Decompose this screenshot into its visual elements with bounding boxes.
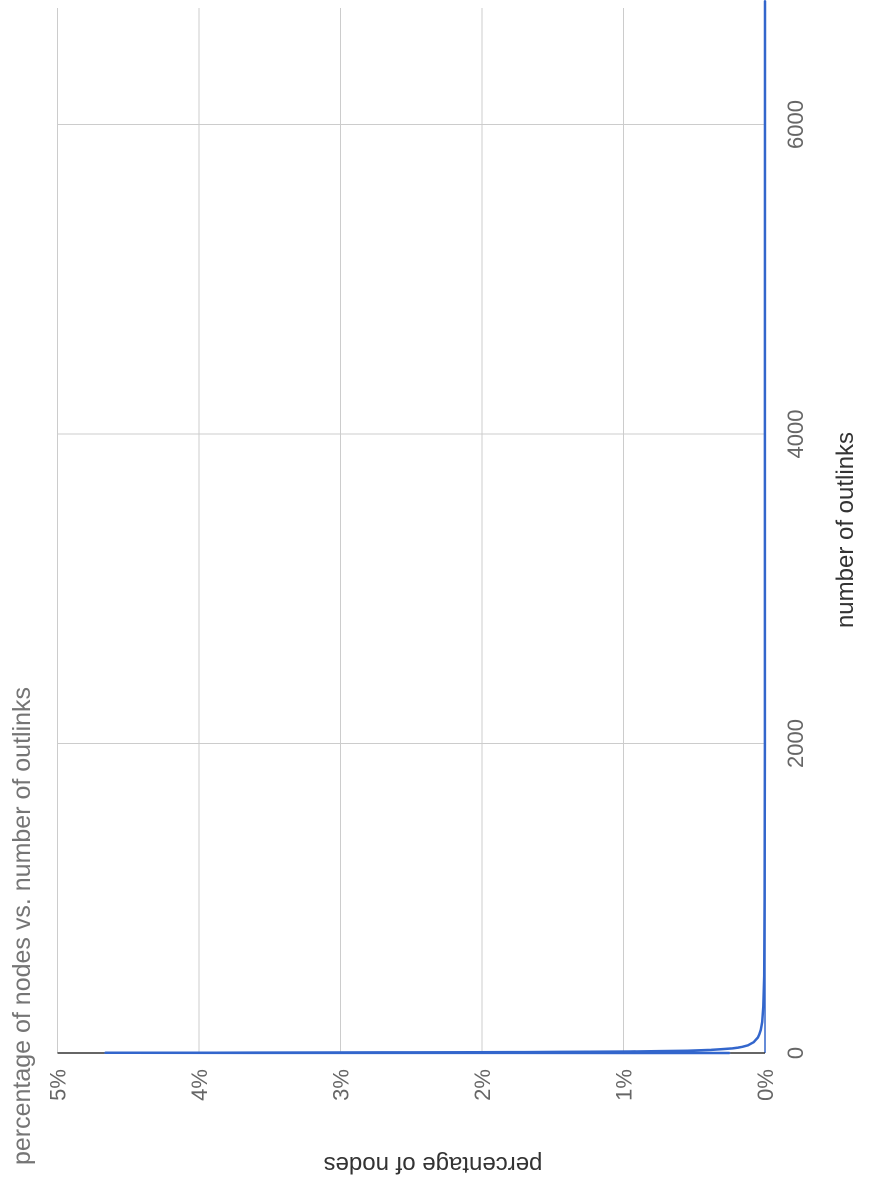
data-point bbox=[741, 1046, 744, 1048]
x-tick-label: 0 bbox=[783, 1047, 808, 1059]
data-point bbox=[763, 974, 765, 977]
data-point bbox=[758, 1033, 761, 1036]
data-point bbox=[764, 433, 766, 435]
series-line bbox=[104, 0, 767, 1055]
chart-title: percentage of nodes vs. number of outlin… bbox=[8, 687, 36, 1165]
data-point bbox=[763, 897, 766, 900]
data-point bbox=[747, 1044, 749, 1047]
data-point bbox=[629, 1050, 632, 1053]
y-axis-title: percentage of nodes bbox=[324, 1151, 543, 1178]
data-point bbox=[658, 1050, 660, 1052]
data-point bbox=[587, 1050, 589, 1053]
data-point bbox=[104, 1052, 107, 1054]
y-tick-label: 0% bbox=[753, 1069, 778, 1101]
data-point bbox=[721, 1048, 724, 1050]
data-point bbox=[410, 1051, 413, 1054]
grid-layer bbox=[57, 8, 765, 1053]
data-point bbox=[474, 1051, 476, 1054]
data-point bbox=[764, 0, 766, 2]
data-point bbox=[752, 1041, 755, 1043]
series-layer bbox=[104, 0, 767, 1055]
data-point bbox=[761, 1021, 763, 1023]
y-tick-label: 4% bbox=[187, 1069, 212, 1101]
data-point bbox=[728, 1052, 731, 1054]
data-point bbox=[325, 1051, 328, 1054]
data-point bbox=[686, 1049, 688, 1052]
data-point bbox=[559, 1051, 561, 1053]
y-tick-label: 2% bbox=[470, 1069, 495, 1101]
x-tick-label: 6000 bbox=[783, 100, 808, 149]
x-tick-label: 2000 bbox=[783, 719, 808, 768]
data-point bbox=[762, 1005, 765, 1008]
data-point bbox=[212, 1051, 214, 1054]
axis-layer bbox=[57, 8, 766, 1054]
data-point bbox=[737, 1046, 739, 1049]
data-point bbox=[710, 1049, 713, 1051]
label-layer: 0% 1% 2% 3% 4% 5% 0 2000 4000 6000 bbox=[46, 100, 809, 1101]
data-point bbox=[750, 1042, 752, 1045]
y-tick-label: 1% bbox=[612, 1069, 637, 1101]
y-tick-label: 5% bbox=[46, 1069, 71, 1101]
data-point bbox=[523, 1051, 526, 1053]
x-tick-label: 4000 bbox=[783, 410, 808, 459]
data-point bbox=[754, 1039, 756, 1042]
data-point bbox=[764, 742, 766, 745]
x-axis-title: number of outlinks bbox=[832, 432, 859, 628]
data-point bbox=[757, 1036, 759, 1039]
data-point bbox=[731, 1047, 734, 1050]
data-point bbox=[759, 1028, 762, 1031]
y-tick-label: 3% bbox=[329, 1069, 354, 1101]
